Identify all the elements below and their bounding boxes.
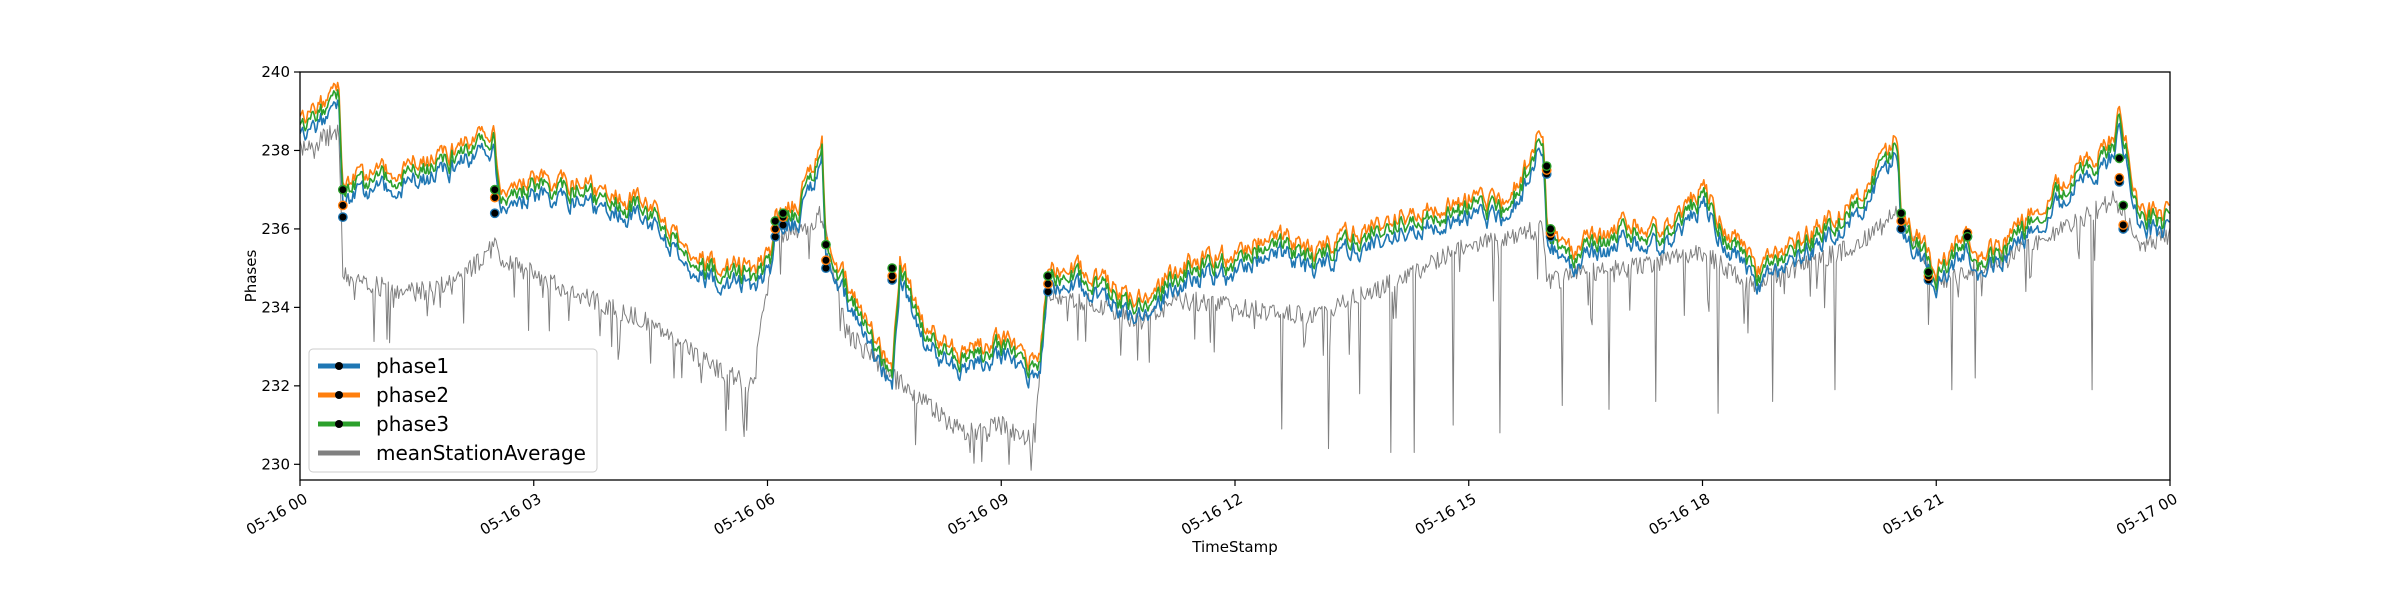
series-line-phase1 — [300, 99, 2170, 390]
marker-phase2 — [2114, 173, 2125, 183]
marker-phase3 — [1962, 231, 1973, 242]
marker-phase2 — [1896, 216, 1907, 226]
marker-phase3 — [1541, 161, 1552, 172]
marker-phase3 — [1896, 208, 1907, 219]
legend-label-meanStationAverage: meanStationAverage — [376, 441, 586, 465]
marker-phase2 — [337, 200, 348, 211]
marker-phase2 — [489, 192, 500, 203]
series-layer — [300, 81, 2170, 471]
marker-phase3 — [337, 184, 348, 195]
series-line-meanStationAverage — [300, 124, 2170, 471]
marker-phase1 — [489, 208, 500, 219]
legend-label-phase3: phase3 — [376, 412, 449, 436]
y-axis-title: Phases — [242, 250, 260, 303]
marker-phase3 — [821, 239, 831, 250]
legend-entry-phase1: phase1 — [318, 354, 449, 378]
marker-phase3 — [2114, 153, 2125, 164]
legend-marker-phase2 — [335, 391, 343, 399]
marker-phase1 — [337, 212, 348, 223]
y-tick-label: 236 — [261, 220, 290, 238]
marker-phase3 — [1043, 271, 1053, 281]
marker-phase3 — [887, 263, 898, 274]
marker-phase1 — [778, 220, 788, 230]
x-axis-title: TimeStamp — [1191, 538, 1277, 556]
y-tick-label: 240 — [261, 63, 290, 81]
marker-phase3 — [2118, 200, 2129, 211]
marker-phase2 — [821, 255, 831, 266]
y-tick-label: 234 — [261, 298, 290, 316]
marker-phase3 — [1923, 267, 1934, 277]
y-tick-label: 238 — [261, 141, 290, 159]
marker-phase1 — [770, 231, 781, 242]
marker-phase3 — [489, 184, 500, 195]
legend-entry-phase3: phase3 — [318, 412, 449, 436]
series-line-phase3 — [300, 89, 2170, 379]
series-line-phase2 — [300, 81, 2170, 372]
marker-layer — [337, 153, 2129, 297]
legend: phase1 phase2 phase3 meanStationAverage — [308, 348, 598, 473]
legend-entry-meanStationAverage: meanStationAverage — [318, 441, 586, 465]
y-tick-label: 230 — [261, 455, 290, 473]
y-axis: 230 232 234 236 238 240 — [261, 63, 300, 473]
legend-marker-phase3 — [335, 420, 343, 428]
y-tick-label: 232 — [261, 377, 290, 395]
marker-phase3 — [770, 216, 781, 226]
marker-phase1 — [1043, 286, 1053, 297]
legend-label-phase2: phase2 — [376, 383, 449, 407]
marker-phase2 — [2118, 220, 2129, 230]
legend-entry-phase2: phase2 — [318, 383, 449, 407]
marker-phase3 — [778, 208, 788, 219]
legend-marker-phase1 — [335, 362, 343, 370]
legend-label-phase1: phase1 — [376, 354, 449, 378]
plot-area — [299, 71, 2171, 481]
marker-phase3 — [1545, 224, 1556, 234]
marker-phase2 — [887, 271, 898, 281]
legend-frame — [308, 348, 598, 473]
marker-phase2 — [1043, 278, 1053, 289]
